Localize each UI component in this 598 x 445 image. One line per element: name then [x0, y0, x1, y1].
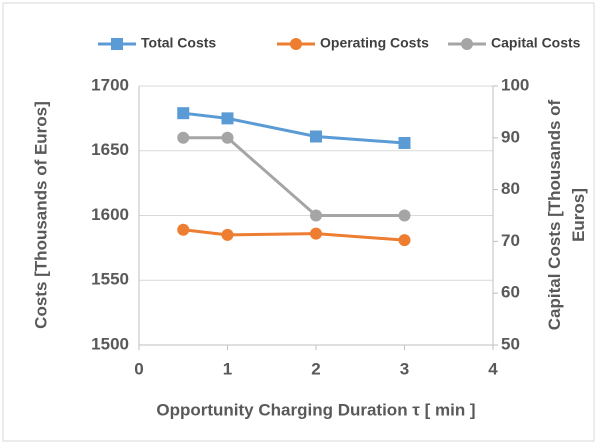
- legend-marker: [290, 38, 302, 50]
- marker: [221, 228, 234, 241]
- marker: [310, 227, 322, 240]
- marker: [221, 112, 234, 125]
- marker: [310, 209, 322, 222]
- legend-marker: [461, 38, 473, 50]
- legend-label: Capital Costs: [491, 35, 581, 51]
- legend-label: Operating Costs: [320, 35, 429, 51]
- marker: [177, 107, 190, 120]
- marker: [177, 223, 190, 236]
- x-tick-label: 1: [223, 359, 232, 378]
- y2-tick-label: 60: [501, 283, 520, 302]
- x-tick-label: 0: [134, 359, 143, 378]
- y2-tick-label: 80: [501, 179, 520, 198]
- y2-tick-label: 70: [501, 231, 520, 250]
- y-tick-label: 1550: [91, 270, 129, 289]
- marker: [177, 131, 190, 144]
- series-line: [183, 136, 405, 217]
- legend-marker: [111, 38, 123, 50]
- legend-label: Total Costs: [141, 35, 216, 51]
- marker: [398, 136, 411, 149]
- y-axis-title: Costs [Thousands of Euros]: [31, 101, 50, 329]
- y-tick-label: 1600: [91, 205, 129, 224]
- y2-tick-label: 90: [501, 127, 520, 146]
- series-line: [183, 228, 405, 242]
- series-line: [183, 111, 405, 145]
- x-tick-label: 4: [488, 359, 498, 378]
- y2-axis-title: Capital Costs [Thousands of Euros]: [545, 99, 588, 330]
- x-tick-label: 3: [400, 359, 409, 378]
- y2-tick-label: 100: [501, 75, 529, 94]
- marker: [310, 130, 322, 143]
- y-tick-label: 1700: [91, 75, 129, 94]
- marker: [398, 234, 411, 247]
- marker: [221, 131, 234, 144]
- y-tick-label: 1500: [91, 334, 129, 353]
- marker: [398, 209, 411, 222]
- y-tick-label: 1650: [91, 140, 129, 159]
- y2-tick-label: 50: [501, 334, 520, 353]
- x-axis-title: Opportunity Charging Duration τ [ min ]: [156, 400, 475, 419]
- x-tick-label: 2: [311, 359, 320, 378]
